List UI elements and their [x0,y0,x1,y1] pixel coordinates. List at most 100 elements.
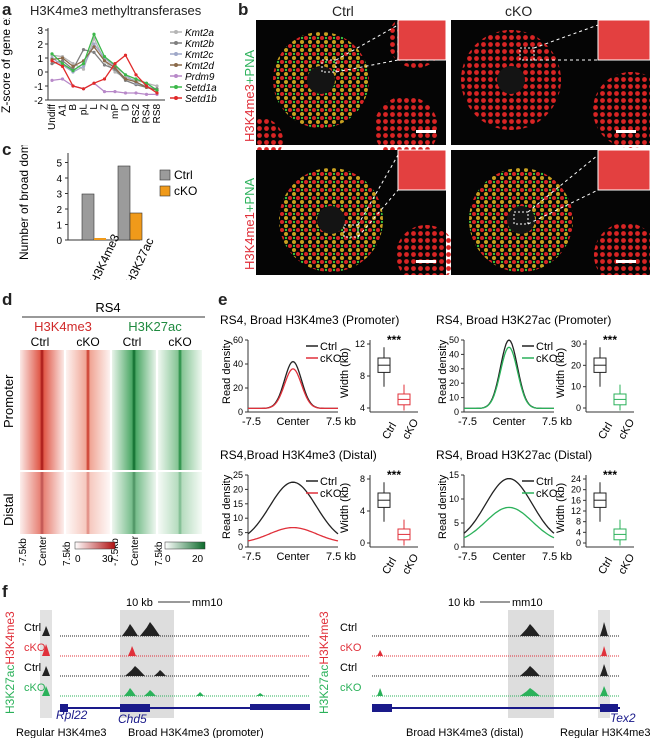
svg-text:Width (kb): Width (kb) [555,348,567,398]
svg-text:-7.5: -7.5 [458,416,477,428]
panel-e-cko-curve [463,506,555,539]
panel-a-xtick: B [68,104,79,111]
bar-h3k4me3-ctrl [81,193,95,241]
panel-a-ytick: 2 [37,40,43,51]
panel-e-plot-1: RS4, Broad H3K27ac (Promoter) Read densit… [436,313,638,442]
svg-text:7.5kb: 7.5kb [154,541,165,566]
panel-label-f: f [2,582,8,601]
panel-a-ytick: -1 [34,82,43,93]
panel-label-d: d [2,290,13,309]
panel-a-ylabel: Z-score of gene expression [0,18,13,113]
svg-text:Read density: Read density [437,339,449,404]
svg-text:Center: Center [492,416,525,428]
panel-e-title: RS4, Broad H3K27ac (Distal) [436,448,592,462]
svg-text:10 kb: 10 kb [126,597,153,609]
panel-c-ylabel: Number of broad domains (x10³) [17,145,31,260]
panel-a-xtick: pL [79,104,90,116]
svg-text:7.5 kb: 7.5 kb [326,416,356,428]
panel-a-title: H3K4me3 methyltransferases [30,3,202,18]
svg-text:cKO: cKO [24,642,46,654]
panel-c-ytick: 1 [56,221,62,232]
svg-text:30: 30 [449,364,459,374]
svg-text:20: 20 [233,484,243,494]
svg-text:cKO: cKO [320,353,342,365]
svg-text:Ctrl: Ctrl [320,341,337,353]
svg-text:H3K27acH3K4me3: H3K27acH3K4me3 [317,611,331,714]
panel-a-legend-Kmt2c: Kmt2c [185,50,213,61]
panel-b-col-cko: cKO [505,3,533,19]
svg-text:Read density: Read density [221,474,233,539]
svg-text:0: 0 [576,538,581,548]
svg-text:7.5 kb: 7.5 kb [542,551,572,563]
panel-a-xtick: RS8 [152,104,163,124]
svg-text:30: 30 [102,554,114,565]
svg-text:H3K4me1+PNA: H3K4me1+PNA [242,178,257,270]
colorbar-green [164,541,206,550]
svg-text:0: 0 [75,554,81,565]
svg-text:-7.5: -7.5 [458,551,477,563]
panel-b-col-ctrl: Ctrl [332,3,354,19]
svg-text:-7.5kb: -7.5kb [18,538,29,566]
svg-text:Ctrl: Ctrl [31,335,50,349]
svg-text:12: 12 [571,506,581,516]
svg-text:24: 24 [571,474,581,484]
svg-text:7.5 kb: 7.5 kb [542,416,572,428]
svg-text:8: 8 [360,474,365,484]
panel-a-ytick: 1 [37,54,43,65]
svg-text:Ctrl: Ctrl [123,335,142,349]
panel-a-legend-Prdm9: Prdm9 [185,72,215,83]
svg-text:20: 20 [233,383,243,393]
svg-text:5: 5 [454,518,459,528]
panel-a-xtick: L [89,104,100,110]
heatmap-h3k4me3-ctrl-promoter [20,350,64,470]
svg-text:5: 5 [238,528,243,538]
panel-e-title: RS4, Broad H3K4me3 (Promoter) [220,313,399,327]
svg-text:25: 25 [233,470,243,480]
panel-e-ctrl-curve [247,481,339,535]
svg-text:50: 50 [449,335,459,345]
label-regular-right: Regular H3K4me3 [560,727,650,738]
svg-text:-7.5: -7.5 [242,416,261,428]
svg-text:Ctrl: Ctrl [536,476,553,488]
svg-text:7.5 kb: 7.5 kb [326,551,356,563]
heatmap-h3k27ac-cko-promoter [158,350,202,470]
svg-text:cKO: cKO [320,488,342,500]
svg-text:15: 15 [233,499,243,509]
svg-text:Center: Center [38,535,49,566]
panel-c-ytick: 5 [56,159,62,170]
svg-text:Ctrl: Ctrl [24,622,41,634]
svg-text:cKO: cKO [168,335,191,349]
svg-text:Width (kb): Width (kb) [339,483,351,533]
panel-d-title: RS4 [95,300,120,315]
svg-text:Read density: Read density [437,474,449,539]
label-broad-promoter: Broad H3K4me3 (promoter) [128,727,264,738]
panel-a-ytick: 3 [37,26,43,37]
svg-text:0: 0 [238,542,243,552]
svg-text:cKO: cKO [24,682,46,694]
svg-text:15: 15 [449,470,459,480]
panel-e-cko-curve [464,346,554,410]
svg-text:H3K4me3+PNA: H3K4me3+PNA [242,50,257,142]
svg-text:cKO: cKO [616,417,637,442]
svg-text:Width (kb): Width (kb) [339,348,351,398]
svg-text:cKO: cKO [536,353,558,365]
svg-text:Center: Center [492,551,525,563]
svg-text:cKO: cKO [536,488,558,500]
svg-text:mm10: mm10 [512,597,543,609]
svg-text:0: 0 [238,407,243,417]
svg-text:-7.5kb: -7.5kb [110,538,121,566]
panel-c-legend-cko: cKO [174,184,197,198]
panel-d-row-distal: Distal [1,493,16,526]
svg-text:-7.5: -7.5 [242,551,261,563]
svg-text:cKO: cKO [400,417,421,442]
panel-a-legend-Kmt2a: Kmt2a [185,28,214,39]
panel-e-plot-3: RS4, Broad H3K27ac (Distal) Read density 0… [436,448,638,577]
svg-text:20: 20 [571,360,581,370]
panel-a-xtick: D [121,104,132,111]
panel-label-c: c [2,140,12,159]
svg-text:10: 10 [449,494,459,504]
panel-label-b: b [238,0,249,19]
panel-f-browser-tracks: H3K27acH3K4me3 H3K27acH3K4me3 10 kb mm10… [3,597,650,738]
panel-a-xtick: Z [100,104,111,110]
panel-e-title: RS4, Broad H3K27ac (Promoter) [436,313,611,327]
